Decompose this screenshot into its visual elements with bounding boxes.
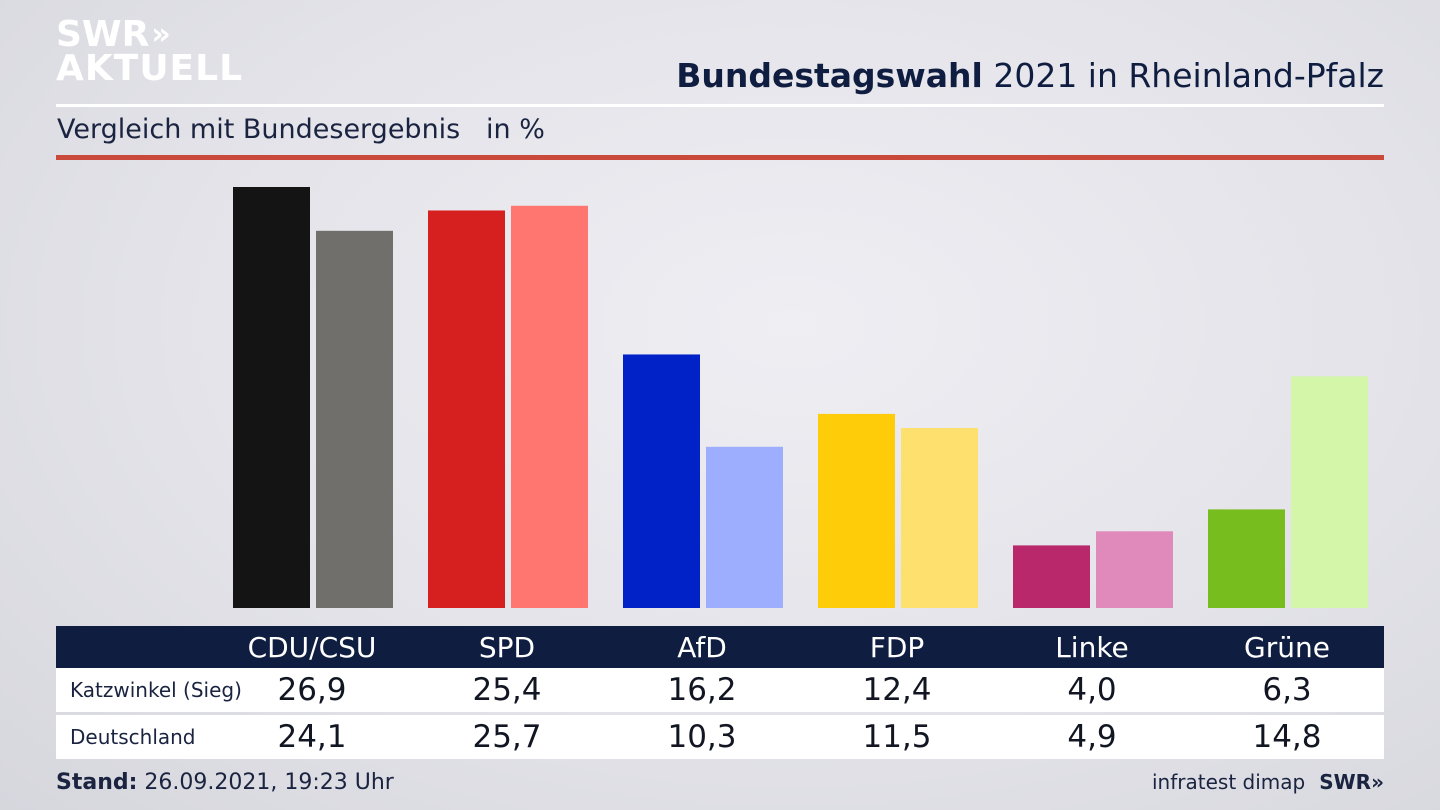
table-row: Katzwinkel (Sieg) 26,9 25,4 16,2 12,4 4,… [56, 668, 1384, 712]
source-credit: infratest dimap SWR» [1152, 770, 1384, 794]
bar-linke-national [1096, 531, 1173, 608]
table-cell: 4,0 [1067, 672, 1117, 708]
table-header: CDU/CSU SPD AfD FDP Linke Grüne [56, 626, 1384, 668]
table-cell: 10,3 [667, 719, 737, 755]
table-cell: 4,9 [1067, 719, 1117, 755]
table-cell: 14,8 [1252, 719, 1322, 755]
table-cell: 16,2 [667, 672, 737, 708]
chart-title: Bundestagswahl 2021 in Rheinland-Pfalz [676, 56, 1384, 95]
table-cell: 6,3 [1262, 672, 1312, 708]
stand-value: 26.09.2021, 19:23 Uhr [137, 770, 394, 795]
table-cell: 11,5 [862, 719, 932, 755]
chart-subtitle: Vergleich mit Bundesergebnis in % [57, 114, 545, 145]
bar-cdu-csu-local [233, 187, 310, 608]
row-label: Deutschland [70, 725, 196, 749]
header-linke: Linke [1055, 630, 1129, 664]
table-cell: 25,7 [472, 719, 542, 755]
table-row: Deutschland 24,1 25,7 10,3 11,5 4,9 14,8 [56, 715, 1384, 759]
logo-arrows: » [151, 17, 171, 52]
bar-fdp-local [818, 413, 895, 608]
header-fdp: FDP [869, 630, 925, 664]
bar-cdu-csu-national [316, 230, 393, 608]
bar-fdp-national [901, 428, 978, 608]
title-rest: 2021 in Rheinland-Pfalz [982, 56, 1384, 95]
bar-grüne-national [1291, 376, 1368, 608]
header-afd: AfD [677, 630, 727, 664]
bar-afd-national [706, 446, 783, 608]
table-cell: 26,9 [277, 672, 347, 708]
bar-spd-national [511, 205, 588, 608]
bar-grüne-local [1208, 509, 1285, 608]
subtitle-divider [56, 155, 1384, 160]
table-cell: 12,4 [862, 672, 932, 708]
bar-afd-local [623, 354, 700, 608]
results-table: CDU/CSU SPD AfD FDP Linke Grüne Katzwink… [56, 626, 1384, 759]
table-cell: 25,4 [472, 672, 542, 708]
bar-spd-local [428, 210, 505, 608]
title-divider [56, 104, 1384, 107]
stand-label: Stand: [56, 770, 138, 795]
swr-aktuell-logo: SWR» AKTUELL [56, 14, 244, 89]
bar-linke-local [1013, 545, 1090, 608]
logo-aktuell: AKTUELL [56, 48, 244, 89]
title-bold: Bundestagswahl [676, 56, 983, 95]
bar-chart [233, 187, 1368, 608]
header-cdu-csu: CDU/CSU [247, 630, 377, 664]
swr-small-logo: SWR» [1319, 770, 1384, 794]
table-cell: 24,1 [277, 719, 347, 755]
header-spd: SPD [478, 630, 536, 664]
logo-swr: SWR [56, 14, 150, 55]
source-text: infratest dimap [1152, 770, 1306, 794]
header-gruene: Grüne [1244, 630, 1330, 664]
row-label: Katzwinkel (Sieg) [70, 678, 242, 702]
timestamp: Stand: 26.09.2021, 19:23 Uhr [56, 770, 394, 795]
